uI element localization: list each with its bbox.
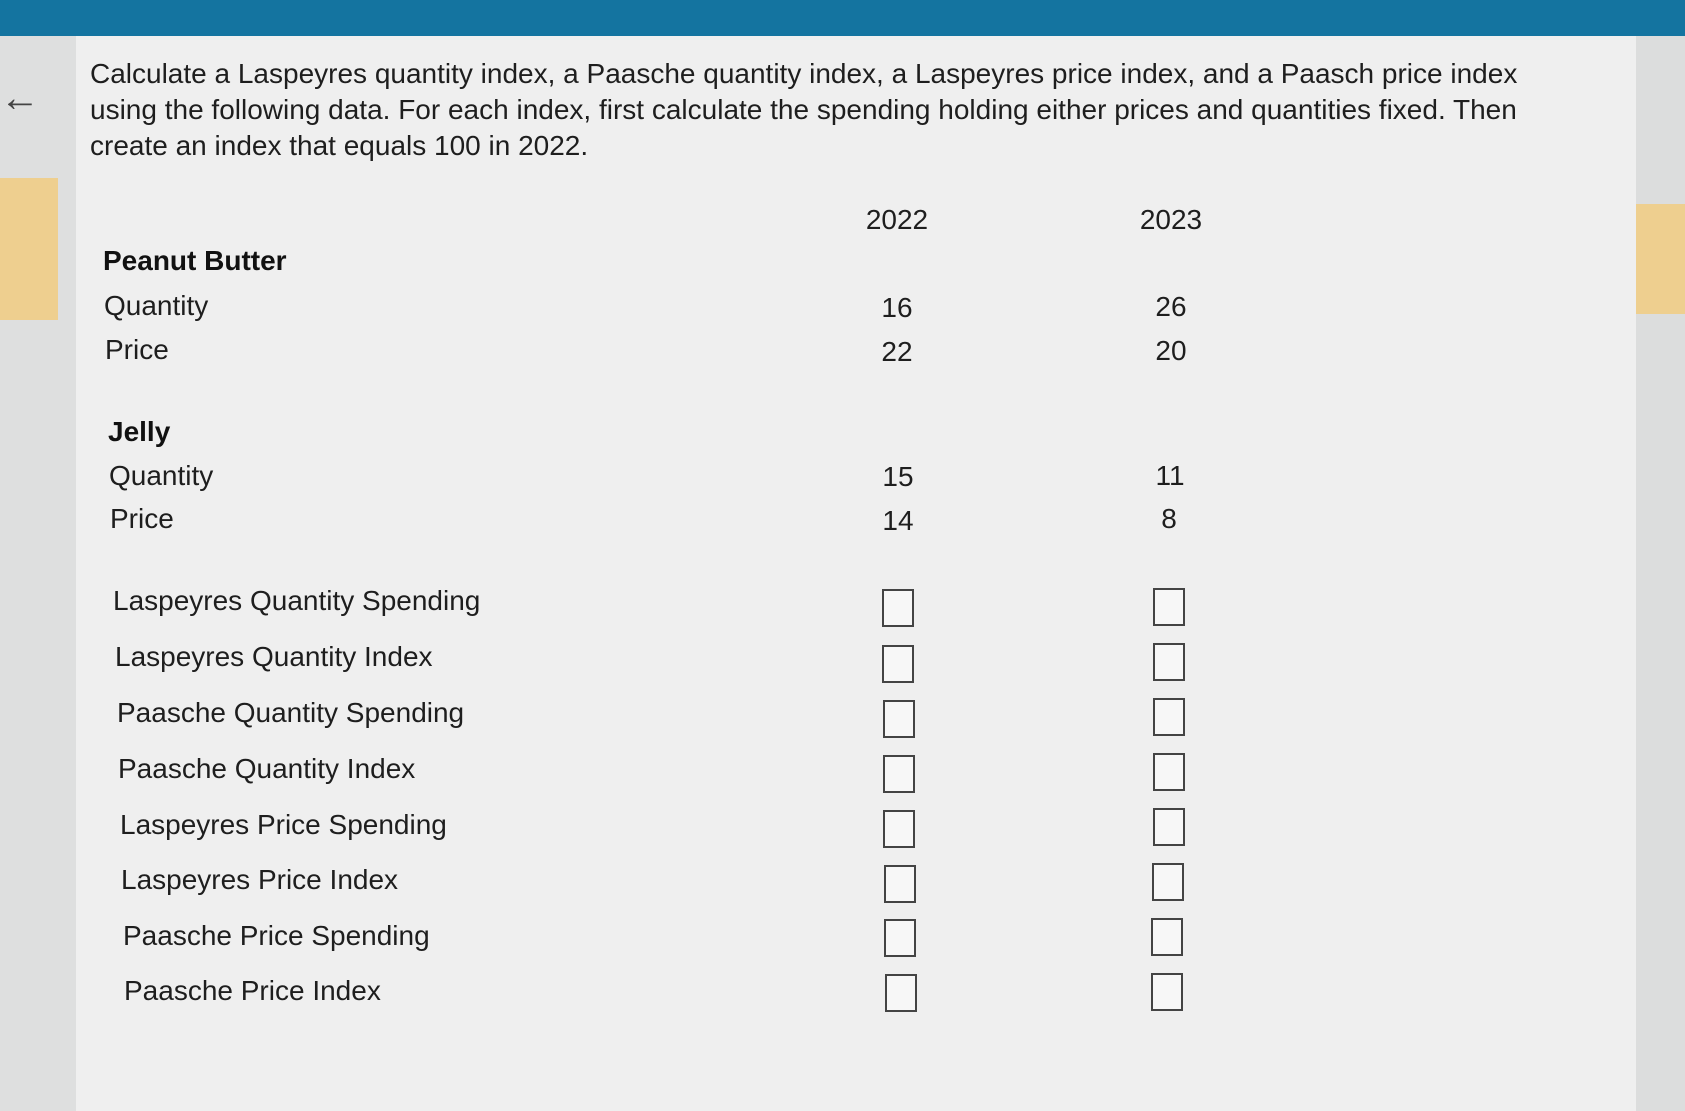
calc-label-laspeyres-quantity-spending: Laspeyres Quantity Spending	[113, 585, 481, 616]
calc-label-laspeyres-quantity-index: Laspeyres Quantity Index	[115, 641, 433, 672]
answer-input-laspeyres-quantity-index-2022[interactable]	[882, 645, 914, 683]
top-bar	[0, 0, 1685, 36]
answer-input-laspeyres-quantity-index-2023[interactable]	[1153, 643, 1185, 681]
arrow-left-icon[interactable]: ←	[0, 76, 40, 120]
table-cell: 22	[881, 336, 913, 367]
calc-label-paasche-price-index: Paasche Price Index	[124, 975, 381, 1006]
row-label-price: Price	[105, 334, 169, 365]
table-cell: 11	[1155, 460, 1185, 491]
answer-input-paasche-quantity-spending-2023[interactable]	[1153, 698, 1185, 736]
table-cell: 16	[881, 292, 913, 323]
calc-label-paasche-quantity-spending: Paasche Quantity Spending	[117, 697, 465, 728]
answer-input-paasche-quantity-index-2022[interactable]	[883, 755, 915, 793]
answer-input-paasche-price-index-2023[interactable]	[1151, 973, 1183, 1011]
calc-label-paasche-quantity-index: Paasche Quantity Index	[118, 753, 416, 784]
answer-input-laspeyres-price-spending-2023[interactable]	[1153, 808, 1185, 846]
answer-input-paasche-quantity-index-2023[interactable]	[1153, 753, 1185, 791]
product-title-jelly: Jelly	[108, 416, 171, 447]
row-label-quantity: Quantity	[109, 460, 214, 491]
answer-input-paasche-price-spending-2022[interactable]	[884, 919, 916, 957]
answer-input-paasche-price-index-2022[interactable]	[885, 974, 917, 1012]
product-title-peanut-butter: Peanut Butter	[103, 245, 287, 276]
answer-input-paasche-price-spending-2023[interactable]	[1151, 918, 1183, 956]
table-cell: 14	[882, 505, 914, 536]
column-header-2022: 2022	[865, 204, 929, 235]
row-label-quantity: Quantity	[104, 290, 209, 321]
answer-input-laspeyres-price-spending-2022[interactable]	[883, 810, 915, 848]
table-cell: 15	[882, 461, 914, 492]
left-highlight-tab	[0, 178, 58, 320]
table-cell: 8	[1161, 503, 1177, 534]
table-cell: 20	[1155, 335, 1187, 366]
table-cell: 26	[1155, 291, 1187, 322]
calc-label-paasche-price-spending: Paasche Price Spending	[123, 920, 430, 951]
answer-input-laspeyres-price-index-2022[interactable]	[884, 865, 916, 903]
question-panel	[76, 36, 1636, 1111]
calc-label-laspeyres-price-index: Laspeyres Price Index	[121, 864, 399, 895]
right-highlight-tab	[1636, 204, 1685, 314]
column-header-2023: 2023	[1139, 204, 1203, 235]
question-text: Calculate a Laspeyres quantity index, a …	[90, 58, 1518, 161]
answer-input-laspeyres-quantity-spending-2022[interactable]	[882, 589, 914, 627]
answer-input-laspeyres-price-index-2023[interactable]	[1152, 863, 1184, 901]
row-label-price: Price	[110, 503, 174, 534]
calc-label-laspeyres-price-spending: Laspeyres Price Spending	[120, 809, 447, 840]
right-margin	[1636, 36, 1685, 1111]
answer-input-paasche-quantity-spending-2022[interactable]	[883, 700, 915, 738]
answer-input-laspeyres-quantity-spending-2023[interactable]	[1153, 588, 1185, 626]
